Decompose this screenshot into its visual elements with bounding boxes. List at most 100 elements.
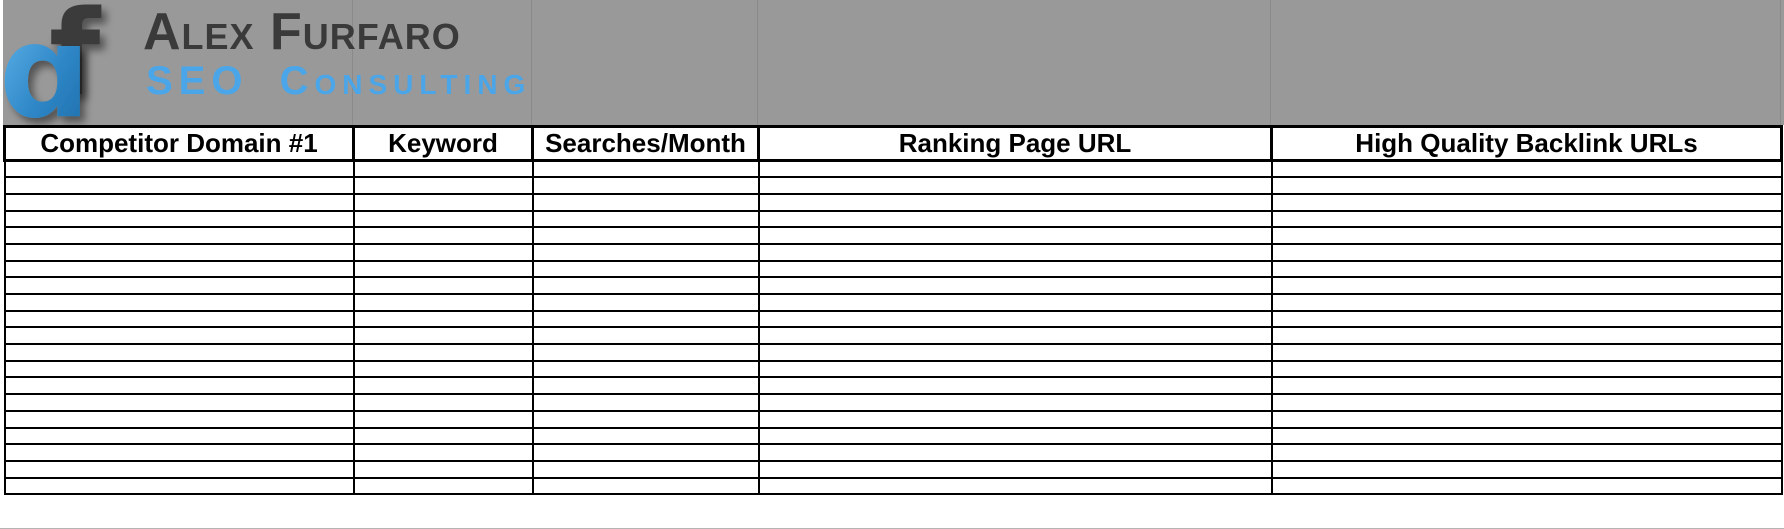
cell-keyword[interactable] <box>352 326 534 346</box>
cell-keyword[interactable] <box>352 309 534 329</box>
cell-competitor-domain-1[interactable] <box>3 242 355 262</box>
cell-high-quality-backlink-urls[interactable] <box>1270 192 1783 212</box>
cell-ranking-page-url[interactable] <box>757 276 1273 295</box>
cell-keyword[interactable] <box>352 343 534 362</box>
cell-ranking-page-url[interactable] <box>757 459 1273 479</box>
cell-competitor-domain-1[interactable] <box>3 459 355 479</box>
cell-high-quality-backlink-urls[interactable] <box>1270 242 1783 262</box>
cell-keyword[interactable] <box>352 276 534 295</box>
column-header-keyword[interactable]: Keyword <box>352 125 534 162</box>
cell-competitor-domain-1[interactable] <box>3 226 355 245</box>
cell-ranking-page-url[interactable] <box>757 309 1273 329</box>
cell-ranking-page-url[interactable] <box>757 393 1273 412</box>
column-header-high-quality-backlink-urls[interactable]: High Quality Backlink URLs <box>1270 125 1783 162</box>
cell-competitor-domain-1[interactable] <box>3 476 355 496</box>
cell-ranking-page-url[interactable] <box>757 242 1273 262</box>
cell-ranking-page-url[interactable] <box>757 326 1273 346</box>
cell-high-quality-backlink-urls[interactable] <box>1270 376 1783 396</box>
cell-searches-month[interactable] <box>531 276 760 295</box>
cell-competitor-domain-1[interactable] <box>3 343 355 362</box>
column-header-searches-month[interactable]: Searches/Month <box>531 125 760 162</box>
column-header-competitor-domain-1[interactable]: Competitor Domain #1 <box>3 125 355 162</box>
cell-keyword[interactable] <box>352 209 534 229</box>
cell-high-quality-backlink-urls[interactable] <box>1270 276 1783 295</box>
cell-searches-month[interactable] <box>531 426 760 446</box>
cell-competitor-domain-1[interactable] <box>3 176 355 195</box>
cell-ranking-page-url[interactable] <box>757 476 1273 496</box>
cell-searches-month[interactable] <box>531 376 760 396</box>
cell-searches-month[interactable] <box>531 476 760 496</box>
cell-keyword[interactable] <box>352 359 534 379</box>
cell-competitor-domain-1[interactable] <box>3 376 355 396</box>
cell-keyword[interactable] <box>352 476 534 496</box>
cell-high-quality-backlink-urls[interactable] <box>1270 393 1783 412</box>
cell-high-quality-backlink-urls[interactable] <box>1270 426 1783 446</box>
cell-keyword[interactable] <box>352 176 534 195</box>
cell-competitor-domain-1[interactable] <box>3 192 355 212</box>
cell-searches-month[interactable] <box>531 259 760 279</box>
cell-high-quality-backlink-urls[interactable] <box>1270 293 1783 312</box>
cell-competitor-domain-1[interactable] <box>3 443 355 462</box>
cell-searches-month[interactable] <box>531 343 760 362</box>
cell-keyword[interactable] <box>352 159 534 179</box>
cell-searches-month[interactable] <box>531 326 760 346</box>
cell-searches-month[interactable] <box>531 309 760 329</box>
cell-keyword[interactable] <box>352 376 534 396</box>
cell-searches-month[interactable] <box>531 242 760 262</box>
cell-searches-month[interactable] <box>531 443 760 462</box>
cell-competitor-domain-1[interactable] <box>3 159 355 179</box>
cell-high-quality-backlink-urls[interactable] <box>1270 409 1783 429</box>
cell-keyword[interactable] <box>352 393 534 412</box>
cell-keyword[interactable] <box>352 242 534 262</box>
cell-high-quality-backlink-urls[interactable] <box>1270 159 1783 179</box>
cell-competitor-domain-1[interactable] <box>3 276 355 295</box>
cell-ranking-page-url[interactable] <box>757 226 1273 245</box>
cell-competitor-domain-1[interactable] <box>3 326 355 346</box>
cell-searches-month[interactable] <box>531 192 760 212</box>
cell-searches-month[interactable] <box>531 393 760 412</box>
cell-high-quality-backlink-urls[interactable] <box>1270 259 1783 279</box>
cell-ranking-page-url[interactable] <box>757 343 1273 362</box>
cell-ranking-page-url[interactable] <box>757 176 1273 195</box>
cell-keyword[interactable] <box>352 409 534 429</box>
cell-keyword[interactable] <box>352 443 534 462</box>
cell-high-quality-backlink-urls[interactable] <box>1270 443 1783 462</box>
cell-ranking-page-url[interactable] <box>757 209 1273 229</box>
cell-searches-month[interactable] <box>531 293 760 312</box>
cell-high-quality-backlink-urls[interactable] <box>1270 209 1783 229</box>
cell-competitor-domain-1[interactable] <box>3 409 355 429</box>
cell-searches-month[interactable] <box>531 359 760 379</box>
cell-ranking-page-url[interactable] <box>757 443 1273 462</box>
cell-competitor-domain-1[interactable] <box>3 359 355 379</box>
cell-high-quality-backlink-urls[interactable] <box>1270 326 1783 346</box>
cell-competitor-domain-1[interactable] <box>3 309 355 329</box>
cell-ranking-page-url[interactable] <box>757 376 1273 396</box>
cell-searches-month[interactable] <box>531 209 760 229</box>
cell-keyword[interactable] <box>352 293 534 312</box>
cell-ranking-page-url[interactable] <box>757 426 1273 446</box>
cell-high-quality-backlink-urls[interactable] <box>1270 359 1783 379</box>
cell-high-quality-backlink-urls[interactable] <box>1270 343 1783 362</box>
cell-high-quality-backlink-urls[interactable] <box>1270 309 1783 329</box>
cell-ranking-page-url[interactable] <box>757 409 1273 429</box>
cell-high-quality-backlink-urls[interactable] <box>1270 476 1783 496</box>
cell-competitor-domain-1[interactable] <box>3 259 355 279</box>
cell-ranking-page-url[interactable] <box>757 192 1273 212</box>
cell-searches-month[interactable] <box>531 159 760 179</box>
cell-searches-month[interactable] <box>531 409 760 429</box>
cell-keyword[interactable] <box>352 226 534 245</box>
cell-ranking-page-url[interactable] <box>757 259 1273 279</box>
cell-keyword[interactable] <box>352 192 534 212</box>
cell-high-quality-backlink-urls[interactable] <box>1270 176 1783 195</box>
cell-ranking-page-url[interactable] <box>757 159 1273 179</box>
cell-competitor-domain-1[interactable] <box>3 426 355 446</box>
cell-competitor-domain-1[interactable] <box>3 209 355 229</box>
cell-searches-month[interactable] <box>531 176 760 195</box>
cell-searches-month[interactable] <box>531 226 760 245</box>
cell-ranking-page-url[interactable] <box>757 359 1273 379</box>
cell-competitor-domain-1[interactable] <box>3 393 355 412</box>
cell-keyword[interactable] <box>352 426 534 446</box>
cell-competitor-domain-1[interactable] <box>3 293 355 312</box>
column-header-ranking-page-url[interactable]: Ranking Page URL <box>757 125 1273 162</box>
cell-ranking-page-url[interactable] <box>757 293 1273 312</box>
